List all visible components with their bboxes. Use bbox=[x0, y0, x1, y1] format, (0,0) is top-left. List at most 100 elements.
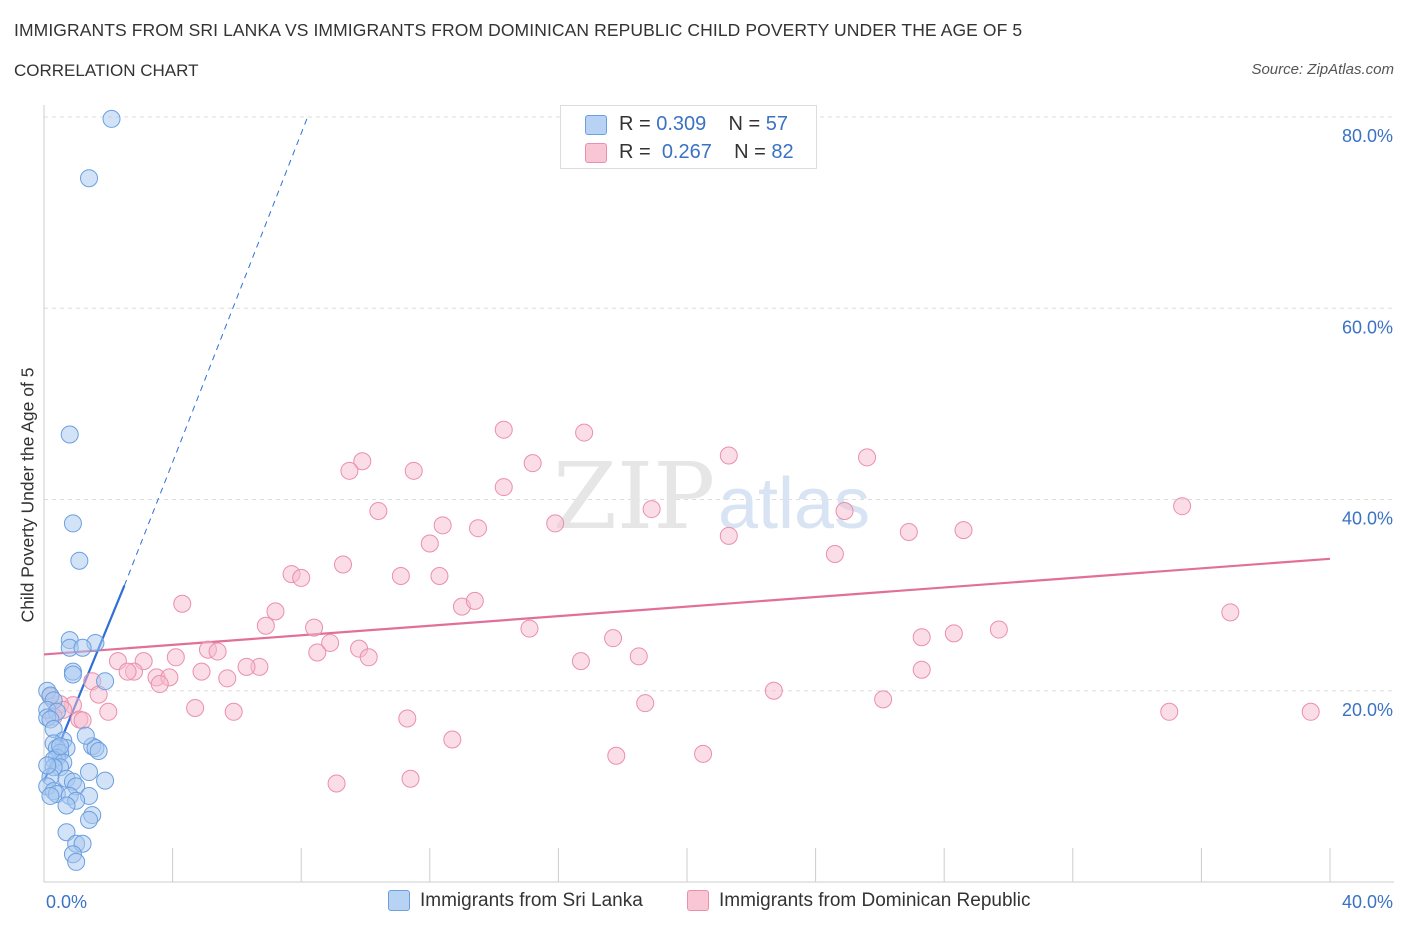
point-dominican bbox=[465, 591, 484, 610]
point-dominican bbox=[443, 730, 462, 749]
point-dominican bbox=[494, 420, 513, 439]
point-dominican bbox=[433, 516, 452, 535]
legend-swatch-blue bbox=[585, 114, 607, 135]
point-dominican bbox=[571, 652, 590, 671]
point-dominican bbox=[607, 746, 626, 765]
axes bbox=[43, 105, 1394, 883]
trendline-dominican bbox=[43, 557, 1331, 656]
point-sri-lanka bbox=[73, 638, 92, 657]
point-dominican bbox=[1173, 497, 1192, 516]
bottom-legend-swatch-pink bbox=[687, 890, 709, 912]
point-sri-lanka bbox=[96, 771, 115, 790]
legend-swatch-pink bbox=[585, 142, 607, 163]
legend-r-value: 0.267 bbox=[661, 141, 712, 163]
point-dominican bbox=[430, 567, 449, 585]
x-tick-label-max: 40.0% bbox=[1342, 892, 1393, 912]
legend-r-label: R = bbox=[619, 141, 651, 163]
y-tick-label: 60.0% bbox=[1342, 317, 1393, 337]
point-sri-lanka bbox=[96, 672, 115, 691]
point-dominican bbox=[494, 478, 513, 497]
point-dominican bbox=[912, 660, 931, 679]
point-dominican bbox=[192, 662, 211, 681]
point-dominican bbox=[874, 690, 893, 709]
bottom-legend-swatch-blue bbox=[388, 890, 410, 912]
tick-labels: 20.0% 40.0% 60.0% 80.0% 0.0% 40.0% bbox=[46, 126, 1393, 912]
point-dominican bbox=[899, 523, 918, 542]
point-dominican bbox=[523, 454, 542, 473]
point-dominican bbox=[321, 633, 340, 652]
point-dominican bbox=[1221, 603, 1240, 622]
point-dominican bbox=[404, 461, 423, 480]
point-dominican bbox=[1160, 702, 1179, 721]
x-tick-label-min: 0.0% bbox=[46, 892, 87, 912]
point-dominican bbox=[186, 698, 205, 717]
point-dominican bbox=[333, 555, 352, 574]
chart-subtitle: CORRELATION CHART bbox=[14, 61, 199, 80]
bottom-legend-dominican: Immigrants from Dominican Republic bbox=[687, 890, 1031, 912]
point-dominican bbox=[694, 744, 713, 763]
point-dominican bbox=[166, 648, 185, 667]
bottom-legend-label: Immigrants from Sri Lanka bbox=[420, 890, 643, 911]
point-dominican bbox=[173, 594, 192, 613]
point-dominican bbox=[353, 452, 372, 471]
legend-row-sri-lanka: R = 0.309 N = 57 bbox=[585, 111, 788, 137]
bottom-legend-sri-lanka: Immigrants from Sri Lanka bbox=[388, 890, 643, 912]
point-sri-lanka bbox=[38, 756, 57, 775]
point-sri-lanka bbox=[57, 823, 76, 842]
legend-r-label: R = bbox=[619, 113, 651, 135]
point-dominican bbox=[719, 446, 738, 465]
legend-n-label: N = bbox=[734, 141, 766, 163]
point-dominican bbox=[944, 624, 963, 643]
y-tick-label: 20.0% bbox=[1342, 700, 1393, 720]
trendline-sri-lanka-extension bbox=[123, 116, 309, 586]
point-sri-lanka bbox=[51, 737, 70, 756]
point-dominican bbox=[520, 619, 539, 638]
point-dominican bbox=[150, 675, 169, 694]
legend-n-label: N = bbox=[728, 113, 761, 135]
y-tick-label: 80.0% bbox=[1342, 126, 1393, 146]
bottom-legend-label: Immigrants from Dominican Republic bbox=[719, 890, 1031, 911]
point-sri-lanka bbox=[41, 786, 60, 805]
point-dominican bbox=[391, 567, 410, 585]
point-sri-lanka bbox=[60, 425, 79, 444]
point-dominican bbox=[99, 702, 118, 721]
point-dominican bbox=[208, 642, 227, 661]
point-dominican bbox=[420, 534, 439, 553]
point-dominican bbox=[546, 514, 565, 533]
y-tick-label: 40.0% bbox=[1342, 509, 1393, 529]
source-label: Source: ZipAtlas.com bbox=[1251, 61, 1394, 78]
point-dominican bbox=[642, 500, 661, 519]
point-sri-lanka bbox=[67, 852, 86, 871]
point-dominican bbox=[340, 461, 359, 480]
point-dominican bbox=[858, 448, 877, 467]
point-dominican bbox=[629, 647, 648, 666]
point-sri-lanka bbox=[80, 810, 99, 829]
point-dominican bbox=[292, 568, 311, 587]
chart-title: IMMIGRANTS FROM SRI LANKA VS IMMIGRANTS … bbox=[14, 20, 1023, 40]
point-dominican bbox=[636, 694, 655, 713]
point-dominican bbox=[469, 519, 488, 538]
point-dominican bbox=[1301, 702, 1320, 721]
point-sri-lanka bbox=[80, 169, 99, 188]
point-dominican bbox=[954, 521, 973, 540]
point-sri-lanka bbox=[63, 665, 82, 684]
point-dominican bbox=[398, 709, 417, 728]
point-sri-lanka bbox=[70, 551, 89, 570]
point-dominican bbox=[835, 501, 854, 520]
watermark-zip: ZIP bbox=[553, 443, 715, 550]
point-dominican bbox=[118, 662, 137, 681]
point-dominican bbox=[359, 648, 378, 667]
point-sri-lanka bbox=[57, 796, 76, 815]
point-dominican bbox=[912, 628, 931, 647]
data-points bbox=[38, 109, 1320, 871]
point-dominican bbox=[224, 702, 243, 721]
watermark: ZIP atlas bbox=[553, 443, 870, 550]
point-dominican bbox=[575, 423, 594, 442]
point-sri-lanka bbox=[80, 763, 99, 782]
point-dominican bbox=[764, 681, 783, 700]
legend-r-value: 0.309 bbox=[656, 113, 707, 135]
point-dominican bbox=[256, 616, 275, 635]
legend-n-value: 57 bbox=[765, 113, 789, 135]
point-dominican bbox=[73, 711, 92, 730]
